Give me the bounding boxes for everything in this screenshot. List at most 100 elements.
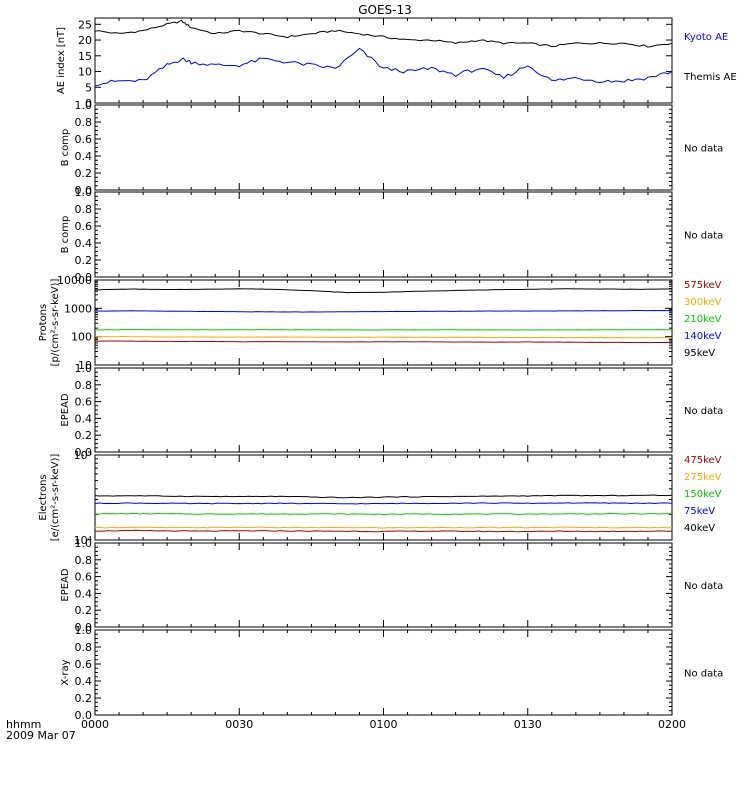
panel-frame xyxy=(94,629,673,716)
plot-title: GOES-13 xyxy=(358,3,412,17)
series-300kev xyxy=(94,336,673,339)
y-tick-label: 0.8 xyxy=(75,116,93,129)
y-tick-label: 1.0 xyxy=(75,624,93,637)
panel-7: 0.0 0.2 0.4 0.6 0.8 1.0 EPEAD No data xyxy=(60,537,723,634)
y-tick-label: 0.6 xyxy=(75,658,93,671)
y-tick-label: 1.0 xyxy=(75,186,93,199)
series-140kev xyxy=(94,309,673,313)
y-axis-label: Protons xyxy=(38,304,49,341)
x-tick-label: 0030 xyxy=(225,718,253,731)
y-tick-label: 5 xyxy=(85,81,92,94)
y-tick-label: 0.4 xyxy=(75,587,93,600)
series-275kev xyxy=(94,526,673,529)
panel-frame xyxy=(94,542,673,628)
series-kyoto-ae xyxy=(94,19,673,48)
y-tick-label: 10 xyxy=(78,66,92,79)
y-tick-label: 0 xyxy=(85,97,92,110)
y-tick-label: 0.2 xyxy=(75,429,93,442)
panel-3: 0.0 0.2 0.4 0.6 0.8 1.0 B comp No data xyxy=(60,186,723,284)
y-tick-label: 15 xyxy=(78,50,92,63)
y-tick-label: 0.2 xyxy=(75,692,93,705)
y-tick-label: 10⁴ xyxy=(74,534,93,547)
series-95kev xyxy=(94,288,673,294)
no-data-label: No data xyxy=(684,406,723,417)
y-tick-label: 0.0 xyxy=(75,271,93,284)
y-tick-label: 0.2 xyxy=(75,254,93,267)
y-tick-label: 0.8 xyxy=(75,379,93,392)
y-axis-label: EPEAD xyxy=(60,568,71,602)
y-tick-label: 1.0 xyxy=(75,362,93,375)
y-axis-label: EPEAD xyxy=(60,393,71,427)
legend-75kev: 75keV xyxy=(684,506,715,517)
legend-kyoto-ae: Kyoto AE xyxy=(684,32,728,43)
series-75kev xyxy=(94,502,673,505)
series-475kev xyxy=(94,529,673,533)
legend-575kev: 575keV xyxy=(684,280,722,291)
y-tick-label: 10⁵ xyxy=(74,449,92,462)
panel-1: 0 5 10 15 20 25 AE index [nT] Kyoto AE Themis AE xyxy=(56,17,737,110)
legend-95kev: 95keV xyxy=(684,348,715,359)
panel-2: 0.0 0.2 0.4 0.6 0.8 1.0 B comp No data xyxy=(60,99,723,197)
y-tick-label: 0.2 xyxy=(75,604,93,617)
panel-frame xyxy=(94,191,673,278)
time-axis-label: hhmm xyxy=(6,718,41,731)
y-axis-label: AE index [nT] xyxy=(56,27,67,94)
y-tick-label: 0.6 xyxy=(75,220,93,233)
no-data-label: No data xyxy=(684,581,723,592)
y-axis-label: Electrons xyxy=(38,474,49,520)
y-axis-label: B comp xyxy=(60,216,71,254)
y-axis-label: X-ray xyxy=(60,659,71,685)
y-tick-label: 0.8 xyxy=(75,203,93,216)
x-tick-label: 0100 xyxy=(370,718,398,731)
legend-40kev: 40keV xyxy=(684,523,715,534)
no-data-label: No data xyxy=(684,231,723,242)
legend-210kev: 210keV xyxy=(684,314,722,325)
y-tick-label: 1.0 xyxy=(75,99,93,112)
panel-frame xyxy=(94,17,673,104)
y-tick-label: 0.2 xyxy=(75,167,93,180)
y-tick-label: 0.6 xyxy=(75,133,93,146)
x-tick-label: 0200 xyxy=(658,718,686,731)
x-tick-label: 0000 xyxy=(81,718,109,731)
y-tick-label: 10 xyxy=(78,359,92,372)
panel-4: 10 100 1000 10000 Protons [p/(cm²-s-sr-keV)] 5… xyxy=(38,274,722,372)
y-tick-label: 100 xyxy=(71,331,92,344)
y-tick-label: 0.4 xyxy=(75,237,93,250)
legend-300kev: 300keV xyxy=(684,297,722,308)
series-themis-ae xyxy=(94,47,673,87)
y-tick-label: 0.8 xyxy=(75,641,93,654)
y-axis-units: [p/(cm²-s-sr-keV)] xyxy=(50,279,61,367)
panel-frame xyxy=(94,104,673,191)
y-tick-label: 0.6 xyxy=(75,571,93,584)
legend-475kev: 475keV xyxy=(684,455,722,466)
y-tick-label: 1.0 xyxy=(75,537,93,550)
y-tick-label: 0.6 xyxy=(75,396,93,409)
panel-5: 0.0 0.2 0.4 0.6 0.8 1.0 EPEAD No data xyxy=(60,362,723,459)
legend-themis-ae: Themis AE xyxy=(683,72,737,83)
panel-8: 0.0 0.2 0.4 0.6 0.8 1.0 X-ray No data xyxy=(60,624,723,722)
y-tick-label: 0.0 xyxy=(75,184,93,197)
series-150kev xyxy=(94,512,673,516)
y-tick-label: 0.8 xyxy=(75,554,93,567)
y-tick-label: 0.0 xyxy=(75,709,93,722)
y-tick-label: 0.0 xyxy=(75,446,93,459)
legend-140kev: 140keV xyxy=(684,331,722,342)
legend-150kev: 150keV xyxy=(684,489,722,500)
y-tick-label: 0.4 xyxy=(75,412,93,425)
y-tick-label: 1000 xyxy=(64,302,92,315)
legend-275kev: 275keV xyxy=(684,472,722,483)
series-40kev xyxy=(94,494,673,499)
y-tick-label: 10000 xyxy=(57,274,92,287)
y-tick-label: 20 xyxy=(78,34,92,47)
panel-frame xyxy=(94,367,673,453)
y-axis-units: [e/(cm²-s-sr-keV)] xyxy=(50,454,61,542)
no-data-label: No data xyxy=(684,669,723,680)
y-tick-label: 0.4 xyxy=(75,675,93,688)
series-575kev xyxy=(94,340,673,344)
y-tick-label: 25 xyxy=(78,18,92,31)
y-tick-label: 0.0 xyxy=(75,621,93,634)
y-axis-label: B comp xyxy=(60,129,71,167)
no-data-label: No data xyxy=(684,144,723,155)
x-tick-label: 0130 xyxy=(514,718,542,731)
